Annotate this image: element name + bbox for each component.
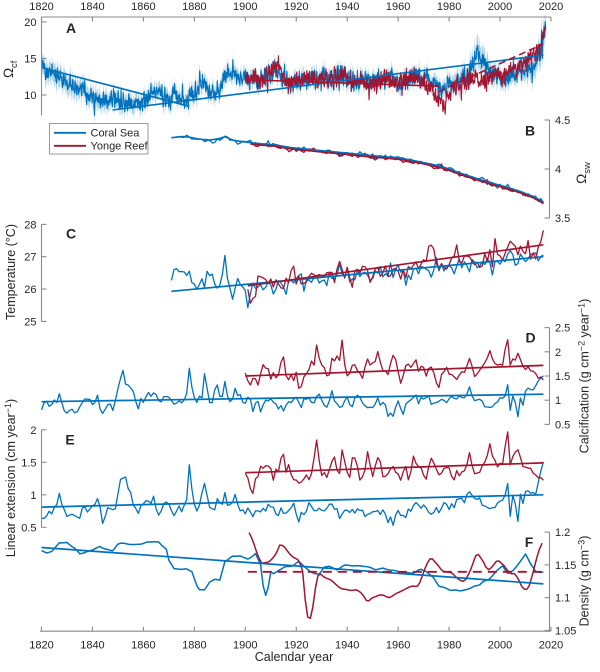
svg-text:1960: 1960 [386,639,410,651]
svg-text:1.5: 1.5 [21,457,36,469]
svg-text:2: 2 [555,347,561,359]
svg-text:2020: 2020 [539,639,563,651]
svg-text:1980: 1980 [437,1,461,13]
svg-text:B: B [525,123,535,139]
svg-text:25: 25 [24,316,36,328]
svg-text:1.1: 1.1 [555,593,570,605]
svg-text:Calcification (g cm−2 year−1): Calcification (g cm−2 year−1) [577,299,592,454]
svg-text:4.5: 4.5 [555,115,570,127]
svg-text:26: 26 [24,284,36,296]
svg-text:1820: 1820 [29,639,53,651]
svg-text:Calendar year: Calendar year [255,650,334,664]
svg-text:1.2: 1.2 [555,527,570,539]
svg-text:1: 1 [30,490,36,502]
svg-text:2.5: 2.5 [555,323,570,335]
svg-text:D: D [525,330,535,346]
svg-text:Density (g cm−3): Density (g cm−3) [577,536,592,627]
svg-text:1840: 1840 [80,1,104,13]
svg-text:2: 2 [30,425,36,437]
svg-text:1980: 1980 [437,639,461,651]
svg-text:1.05: 1.05 [555,626,576,638]
svg-text:1860: 1860 [131,1,155,13]
svg-text:0.5: 0.5 [555,419,570,431]
svg-text:Temperature (°C): Temperature (°C) [4,224,18,320]
svg-text:E: E [65,432,74,448]
svg-text:3.5: 3.5 [555,213,570,225]
svg-text:10: 10 [24,90,36,102]
svg-text:1940: 1940 [335,1,359,13]
svg-text:1880: 1880 [182,1,206,13]
svg-text:Yonge Reef: Yonge Reef [91,141,149,153]
svg-text:1920: 1920 [284,639,308,651]
svg-text:1840: 1840 [80,639,104,651]
svg-text:15: 15 [24,54,36,66]
svg-text:1920: 1920 [284,1,308,13]
svg-text:1960: 1960 [386,1,410,13]
svg-text:20: 20 [24,17,36,29]
svg-text:4: 4 [555,164,561,176]
svg-text:1.15: 1.15 [555,560,576,572]
svg-text:1940: 1940 [335,639,359,651]
svg-text:2020: 2020 [539,1,563,13]
svg-text:F: F [525,534,534,550]
svg-text:28: 28 [24,219,36,231]
svg-text:2000: 2000 [488,639,512,651]
svg-text:0.5: 0.5 [21,522,36,534]
svg-text:2000: 2000 [488,1,512,13]
svg-text:1.5: 1.5 [555,371,570,383]
svg-text:1900: 1900 [233,1,257,13]
svg-text:1900: 1900 [233,639,257,651]
svg-text:Linear extension (cm year−1): Linear extension (cm year−1) [3,399,18,557]
svg-text:1860: 1860 [131,639,155,651]
svg-text:A: A [66,20,76,36]
svg-text:27: 27 [24,252,36,264]
svg-text:Coral Sea: Coral Sea [91,128,141,140]
svg-text:1880: 1880 [182,639,206,651]
svg-text:1820: 1820 [29,1,53,13]
svg-text:1: 1 [555,395,561,407]
svg-text:C: C [66,226,76,242]
